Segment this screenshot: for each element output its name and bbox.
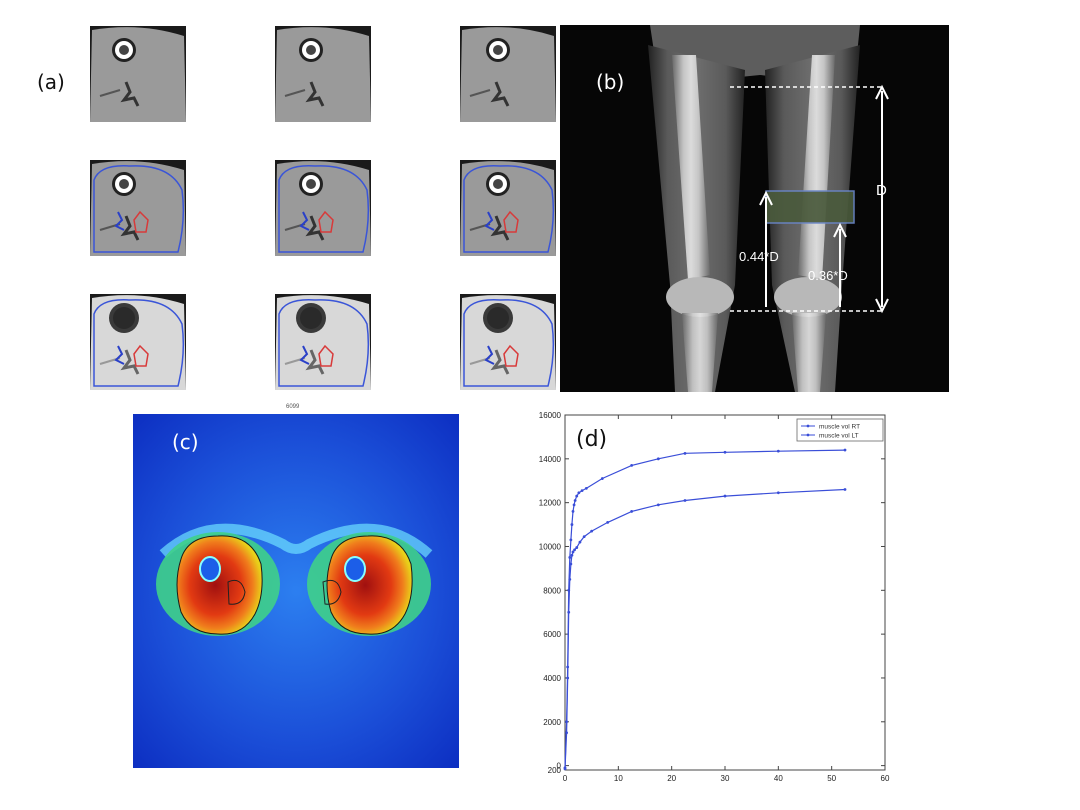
y-tick-label: 8000 xyxy=(543,586,561,595)
data-point xyxy=(569,538,573,542)
ct-slice-thumbnail xyxy=(460,26,556,122)
panel-label-d: (d) xyxy=(576,427,608,452)
data-point xyxy=(843,488,847,491)
data-point xyxy=(571,510,575,513)
data-point xyxy=(563,767,567,771)
data-point xyxy=(570,523,574,526)
xray-panel: D 0.44*D 0.36*D xyxy=(560,25,949,392)
data-point xyxy=(584,487,588,490)
data-point xyxy=(606,520,610,524)
data-point xyxy=(600,477,604,480)
line-chart: 200 0 2000 4000 6000 8000 10000 12000 14000 16000… xyxy=(530,405,900,785)
ct-slice-thumbnail xyxy=(460,294,556,390)
y-tick-label: 16000 xyxy=(539,411,562,420)
legend-label: muscle vol RT xyxy=(819,424,860,431)
heatmap-caption: 6099 xyxy=(286,404,300,410)
data-point xyxy=(577,491,581,495)
data-point xyxy=(683,451,687,455)
y-tick-label: 6000 xyxy=(543,630,561,639)
data-point xyxy=(575,494,579,498)
legend-label: muscle vol LT xyxy=(819,433,859,440)
d-label: D xyxy=(876,182,887,199)
data-point xyxy=(776,491,780,495)
thermal-heatmap xyxy=(133,414,459,768)
panel-label-b: (b) xyxy=(596,70,625,94)
x-tick-label: 50 xyxy=(827,774,836,783)
data-point xyxy=(571,550,575,554)
ct-slice-thumbnail xyxy=(275,26,371,122)
x-tick-label: 30 xyxy=(721,774,730,783)
y-tick-label: 200 xyxy=(548,766,562,775)
x-tick-label: 60 xyxy=(881,774,890,783)
x-tick-label: 10 xyxy=(614,774,623,783)
data-point xyxy=(572,503,576,507)
ct-slice-thumbnail xyxy=(90,26,186,122)
y-tick-label: 14000 xyxy=(539,455,562,464)
data-point xyxy=(630,510,634,513)
y-tick-label: 4000 xyxy=(543,674,561,683)
legend-marker xyxy=(806,424,810,428)
data-point xyxy=(566,676,570,680)
data-point xyxy=(575,546,579,549)
y-tick-label: 10000 xyxy=(539,542,562,551)
data-point xyxy=(573,548,576,552)
legend-box xyxy=(796,418,884,442)
data-point xyxy=(569,562,573,566)
data-point xyxy=(570,553,574,557)
series-line xyxy=(564,488,846,769)
heatmap-panel xyxy=(133,414,459,768)
upper-fraction-label: 0.44*D xyxy=(739,249,779,264)
plot-area xyxy=(564,414,886,771)
data-point xyxy=(568,556,572,559)
data-point xyxy=(568,577,572,581)
xray-image xyxy=(560,25,949,392)
ct-slice-thumbnail xyxy=(90,294,186,390)
data-point xyxy=(565,731,568,735)
data-point xyxy=(580,489,584,493)
panel-label-a: (a) xyxy=(37,70,65,94)
data-point xyxy=(573,499,577,502)
data-point xyxy=(656,457,660,461)
ct-slice-thumbnail xyxy=(275,294,371,390)
roi-rectangle xyxy=(765,190,855,224)
ct-slice-thumbnail xyxy=(90,160,186,256)
chart-svg: 2000200040006000800010000120001400016000… xyxy=(539,411,890,783)
y-tick-label: 2000 xyxy=(543,718,561,727)
x-tick-label: 40 xyxy=(774,774,783,783)
ct-slice-thumbnail xyxy=(460,160,556,256)
y-tick-label: 12000 xyxy=(539,499,562,508)
data-point xyxy=(590,529,594,533)
data-point xyxy=(578,540,582,544)
data-point xyxy=(582,535,586,539)
data-point xyxy=(656,503,660,507)
data-point xyxy=(723,494,727,498)
data-point xyxy=(723,450,727,454)
legend-marker xyxy=(806,433,810,437)
data-point xyxy=(843,448,847,452)
data-point xyxy=(630,464,634,467)
lower-fraction-label: 0.36*D xyxy=(808,268,848,283)
ct-slice-thumbnail xyxy=(275,160,371,256)
panel-label-c: (c) xyxy=(172,430,199,454)
data-point xyxy=(567,610,571,614)
x-tick-label: 0 xyxy=(563,774,568,783)
data-point xyxy=(683,499,687,502)
x-tick-label: 20 xyxy=(667,774,676,783)
y-tick-label: 0 xyxy=(557,762,562,771)
data-point xyxy=(776,449,780,453)
